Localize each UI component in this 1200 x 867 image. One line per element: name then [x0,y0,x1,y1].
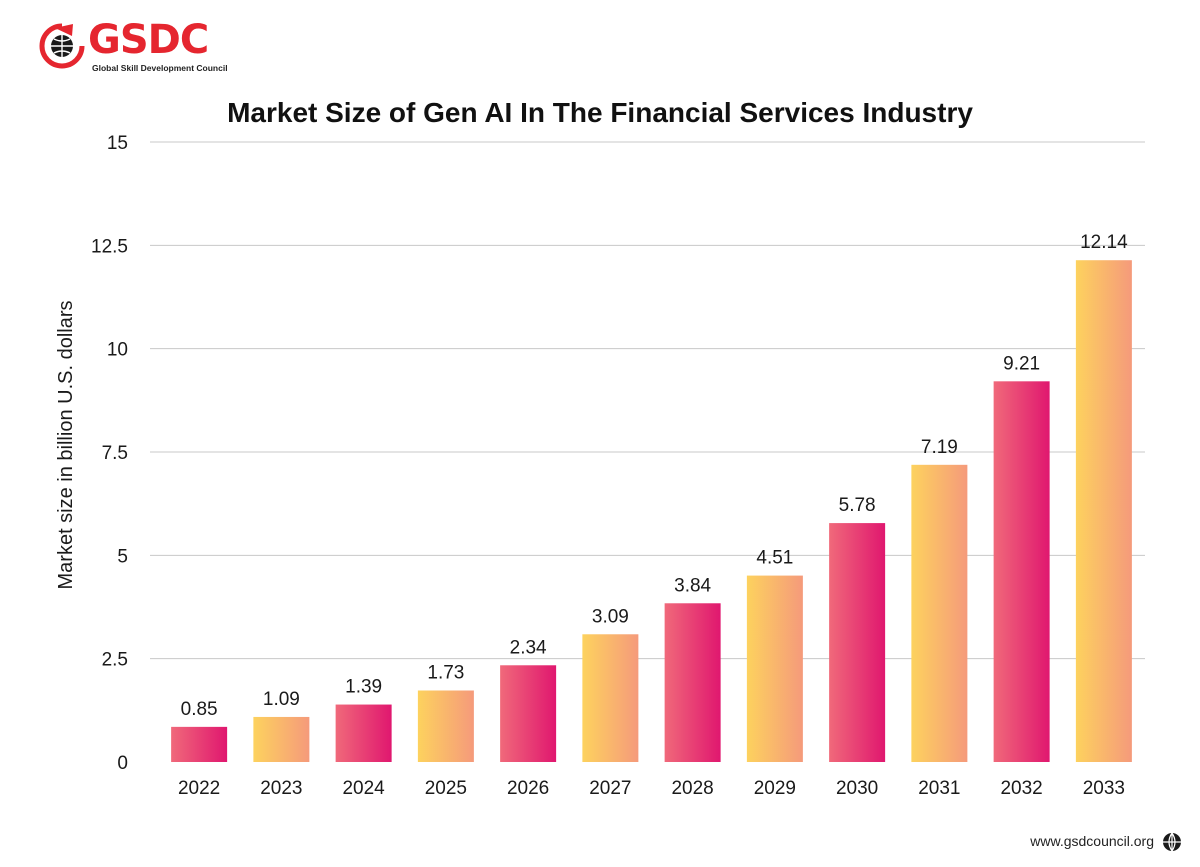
x-tick-label: 2027 [589,778,631,799]
bar [746,575,803,762]
bar [911,464,968,762]
brand-logo: GSDC Global Skill Development Council [38,17,228,76]
x-tick-label: 2031 [918,778,960,799]
x-tick-label: 2025 [425,778,467,799]
data-label: 7.19 [921,437,958,458]
data-label: 1.09 [263,689,300,710]
bar [993,381,1050,762]
x-tick-label: 2030 [836,778,878,799]
data-label: 4.51 [756,548,793,569]
brand-name: GSDC [88,17,209,63]
data-label: 9.21 [1003,353,1040,374]
y-tick-label: 5 [117,546,128,567]
data-label: 1.73 [427,662,464,683]
footer-url[interactable]: www.gsdcouncil.org [1030,833,1154,849]
data-label: 3.84 [674,575,711,596]
brand-tagline: Global Skill Development Council [92,63,228,73]
bar [664,603,721,762]
bar [500,665,557,762]
y-tick-label: 10 [107,340,128,361]
data-label: 1.39 [345,677,382,698]
y-tick-label: 0 [117,753,128,774]
data-label: 0.85 [181,699,218,720]
data-label: 2.34 [510,637,547,658]
data-label: 5.78 [839,495,876,516]
y-tick-label: 2.5 [102,650,128,671]
x-tick-label: 2024 [342,778,385,799]
x-tick-label: 2026 [507,778,549,799]
x-tick-label: 2023 [260,778,302,799]
bar [253,716,310,762]
x-tick-label: 2028 [671,778,713,799]
y-tick-label: 12.5 [91,236,128,257]
y-axis-label: Market size in billion U.S. dollars [55,301,77,590]
bar [1075,260,1132,762]
y-tick-label: 15 [107,133,128,154]
bar [335,704,392,762]
x-tick-label: 2029 [754,778,796,799]
globe-icon [1163,832,1181,852]
bar [829,523,886,762]
y-tick-label: 7.5 [102,443,128,464]
data-label: 3.09 [592,606,629,627]
x-tick-label: 2032 [1000,778,1042,799]
data-label: 12.14 [1080,232,1128,253]
chart-title: Market Size of Gen AI In The Financial S… [227,97,973,128]
x-tick-label: 2033 [1083,778,1125,799]
bar [417,690,474,762]
globe-logo-icon [39,23,85,69]
bar [582,634,639,762]
x-tick-label: 2022 [178,778,220,799]
bar [171,726,228,762]
